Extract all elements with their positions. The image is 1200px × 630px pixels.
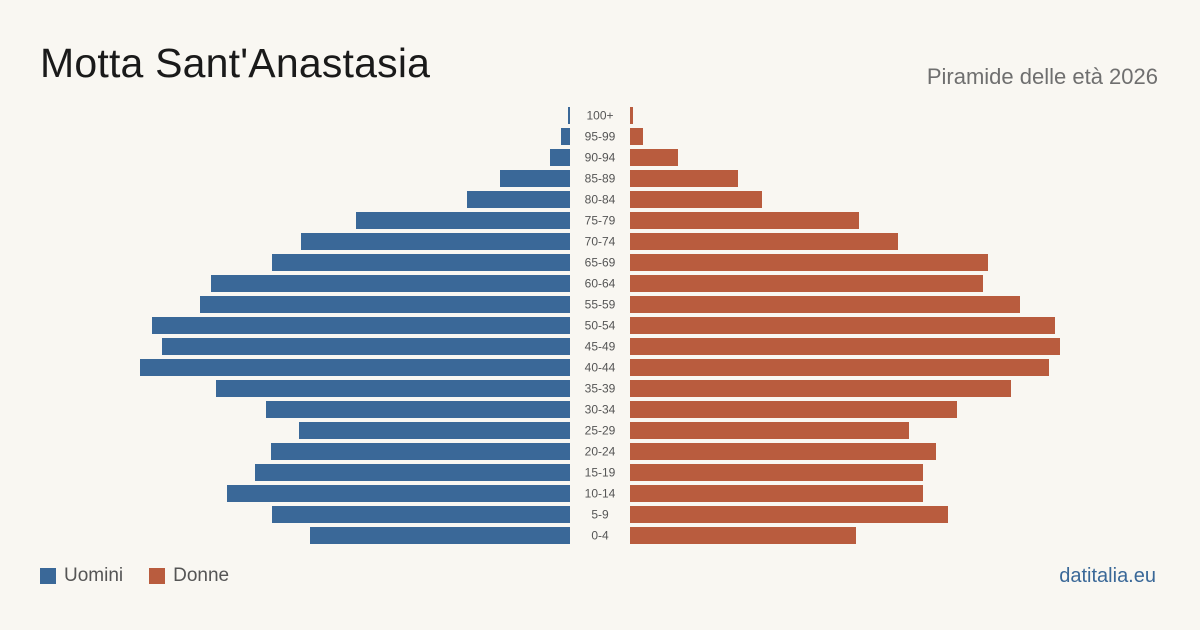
- bar-male-30-34: [266, 401, 570, 418]
- age-label-30-34: 30-34: [585, 403, 616, 417]
- bar-female-95-99: [630, 128, 643, 145]
- legend-swatch-male: [40, 568, 56, 584]
- brand-link[interactable]: datitalia.eu: [1059, 565, 1156, 587]
- age-label-100+: 100+: [586, 109, 613, 123]
- age-label-45-49: 45-49: [585, 340, 616, 354]
- bar-female-20-24: [630, 443, 936, 460]
- bar-female-15-19: [630, 464, 923, 481]
- bar-female-35-39: [630, 380, 1011, 397]
- legend-item-female: Donne: [149, 565, 229, 587]
- bar-male-20-24: [271, 443, 570, 460]
- bar-male-70-74: [301, 233, 570, 250]
- legend-label-male: Uomini: [64, 565, 124, 586]
- age-label-5-9: 5-9: [591, 508, 609, 522]
- age-label-70-74: 70-74: [585, 235, 616, 249]
- bar-male-85-89: [500, 170, 570, 187]
- age-label-10-14: 10-14: [585, 487, 616, 501]
- age-label-50-54: 50-54: [585, 319, 616, 333]
- bar-male-5-9: [272, 506, 570, 523]
- bar-male-65-69: [272, 254, 570, 271]
- bar-male-75-79: [356, 212, 570, 229]
- age-label-85-89: 85-89: [585, 172, 616, 186]
- age-label-65-69: 65-69: [585, 256, 616, 270]
- bar-male-55-59: [200, 296, 570, 313]
- bar-male-45-49: [162, 338, 570, 355]
- age-label-80-84: 80-84: [585, 193, 616, 207]
- bar-male-80-84: [467, 191, 570, 208]
- bar-male-60-64: [211, 275, 570, 292]
- bar-female-0-4: [630, 527, 856, 544]
- bar-female-5-9: [630, 506, 948, 523]
- bar-female-10-14: [630, 485, 923, 502]
- bar-male-40-44: [140, 359, 570, 376]
- age-label-15-19: 15-19: [585, 466, 616, 480]
- bar-female-75-79: [630, 212, 859, 229]
- age-label-25-29: 25-29: [585, 424, 616, 438]
- bar-male-0-4: [310, 527, 570, 544]
- bar-female-55-59: [630, 296, 1020, 313]
- age-label-60-64: 60-64: [585, 277, 616, 291]
- age-label-40-44: 40-44: [585, 361, 616, 375]
- bar-female-50-54: [630, 317, 1055, 334]
- age-label-95-99: 95-99: [585, 130, 616, 144]
- bar-female-45-49: [630, 338, 1060, 355]
- age-label-75-79: 75-79: [585, 214, 616, 228]
- bar-female-80-84: [630, 191, 762, 208]
- bar-female-85-89: [630, 170, 738, 187]
- bar-male-15-19: [255, 464, 570, 481]
- bar-male-25-29: [299, 422, 570, 439]
- legend: Uomini Donne: [40, 565, 229, 587]
- bar-female-90-94: [630, 149, 678, 166]
- bar-female-100+: [630, 107, 633, 124]
- bar-female-60-64: [630, 275, 983, 292]
- bar-female-25-29: [630, 422, 909, 439]
- bar-female-30-34: [630, 401, 957, 418]
- bar-female-40-44: [630, 359, 1049, 376]
- bar-male-50-54: [152, 317, 570, 334]
- legend-swatch-female: [149, 568, 166, 584]
- age-label-20-24: 20-24: [585, 445, 616, 459]
- legend-item-male: Uomini: [40, 565, 123, 587]
- age-label-0-4: 0-4: [591, 529, 609, 543]
- age-label-55-59: 55-59: [585, 298, 616, 312]
- page-title: Motta Sant'Anastasia: [40, 40, 431, 86]
- bar-male-95-99: [561, 128, 570, 145]
- bar-male-10-14: [227, 485, 570, 502]
- legend-label-female: Donne: [173, 565, 230, 586]
- bar-female-65-69: [630, 254, 988, 271]
- bar-female-70-74: [630, 233, 898, 250]
- age-label-35-39: 35-39: [585, 382, 616, 396]
- bar-male-35-39: [216, 380, 570, 397]
- bar-male-100+: [568, 107, 570, 124]
- bar-male-90-94: [550, 149, 570, 166]
- chart-subtitle: Piramide delle età 2026: [926, 64, 1158, 89]
- age-label-90-94: 90-94: [585, 151, 616, 165]
